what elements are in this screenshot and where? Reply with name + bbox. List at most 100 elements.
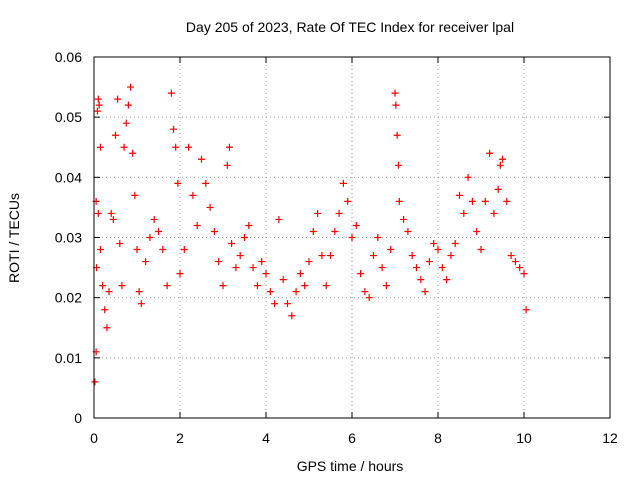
y-tick-label: 0.01 bbox=[55, 350, 82, 366]
data-point bbox=[451, 240, 459, 248]
data-point bbox=[146, 234, 154, 241]
data-point bbox=[393, 131, 401, 139]
data-point bbox=[348, 234, 356, 241]
data-point bbox=[95, 101, 103, 109]
data-point bbox=[249, 264, 257, 272]
data-point bbox=[112, 131, 119, 139]
data-point bbox=[142, 258, 150, 266]
data-point bbox=[331, 227, 339, 235]
data-point bbox=[339, 179, 347, 187]
data-point bbox=[357, 270, 365, 278]
data-point bbox=[245, 221, 253, 229]
data-point bbox=[155, 227, 162, 235]
data-point bbox=[99, 282, 107, 290]
data-point bbox=[477, 246, 485, 254]
data-point bbox=[193, 221, 201, 229]
data-point bbox=[279, 276, 287, 284]
data-point bbox=[288, 312, 296, 320]
data-point bbox=[352, 221, 360, 229]
data-point bbox=[170, 125, 178, 133]
data-point bbox=[219, 282, 227, 290]
data-point bbox=[522, 306, 530, 314]
data-point bbox=[122, 119, 130, 127]
data-point bbox=[101, 306, 109, 314]
data-point bbox=[314, 209, 322, 217]
data-point bbox=[225, 143, 233, 151]
x-tick-label: 4 bbox=[262, 430, 270, 446]
y-tick-label: 0.06 bbox=[55, 49, 82, 65]
data-point bbox=[425, 258, 433, 266]
data-point bbox=[447, 252, 455, 260]
data-point bbox=[318, 252, 326, 260]
data-point bbox=[127, 83, 135, 91]
data-point bbox=[198, 155, 205, 163]
data-point bbox=[520, 270, 528, 278]
data-point bbox=[262, 270, 270, 278]
data-point bbox=[365, 294, 373, 302]
data-point bbox=[408, 252, 416, 260]
data-point bbox=[109, 215, 117, 223]
data-point bbox=[473, 227, 481, 235]
data-point bbox=[490, 209, 498, 217]
data-point bbox=[215, 258, 223, 266]
data-point bbox=[395, 197, 403, 205]
data-point bbox=[189, 191, 197, 199]
data-point bbox=[374, 234, 382, 241]
data-point bbox=[120, 143, 128, 151]
data-point bbox=[202, 179, 210, 187]
data-point bbox=[129, 149, 137, 157]
data-point bbox=[185, 143, 193, 151]
data-point bbox=[176, 270, 184, 278]
data-point bbox=[137, 300, 145, 308]
data-point bbox=[116, 240, 124, 248]
data-point bbox=[135, 288, 143, 296]
data-point bbox=[114, 95, 122, 103]
data-point bbox=[464, 173, 472, 181]
x-tick-label: 12 bbox=[602, 430, 618, 446]
data-point bbox=[361, 288, 369, 296]
data-point bbox=[159, 246, 167, 254]
data-point bbox=[271, 300, 279, 308]
data-point bbox=[382, 282, 390, 290]
tick-marks bbox=[93, 56, 611, 419]
data-point bbox=[378, 264, 386, 272]
data-point bbox=[494, 185, 502, 193]
data-point bbox=[118, 282, 126, 290]
data-point bbox=[284, 300, 291, 308]
data-point bbox=[223, 161, 231, 169]
data-point bbox=[150, 215, 158, 223]
data-point bbox=[468, 197, 476, 205]
y-axis-label: ROTI / TECUs bbox=[6, 193, 22, 283]
data-point bbox=[94, 209, 102, 217]
data-point bbox=[503, 197, 511, 205]
data-point bbox=[413, 264, 420, 272]
data-point bbox=[443, 276, 451, 284]
x-tick-label: 6 bbox=[348, 430, 356, 446]
data-point bbox=[392, 101, 400, 109]
x-axis-label: GPS time / hours bbox=[297, 458, 404, 474]
data-point bbox=[516, 264, 524, 272]
data-point bbox=[305, 258, 313, 266]
data-point bbox=[253, 282, 261, 290]
x-tick-label: 0 bbox=[90, 430, 98, 446]
data-point bbox=[499, 155, 506, 163]
data-point bbox=[258, 258, 266, 266]
data-point bbox=[91, 378, 99, 386]
data-point bbox=[391, 89, 399, 97]
data-point bbox=[107, 209, 115, 217]
data-point bbox=[228, 240, 236, 248]
x-tick-label: 8 bbox=[434, 430, 442, 446]
data-point bbox=[417, 276, 425, 284]
data-point bbox=[172, 143, 180, 151]
x-tick-label: 2 bbox=[176, 430, 184, 446]
data-point bbox=[404, 227, 412, 235]
data-point bbox=[180, 246, 188, 254]
data-point bbox=[507, 252, 515, 260]
data-point bbox=[387, 246, 395, 254]
data-point bbox=[174, 179, 182, 187]
data-point bbox=[344, 197, 352, 205]
data-point bbox=[335, 209, 343, 217]
data-point bbox=[96, 246, 104, 254]
y-tick-label: 0.04 bbox=[55, 169, 82, 185]
